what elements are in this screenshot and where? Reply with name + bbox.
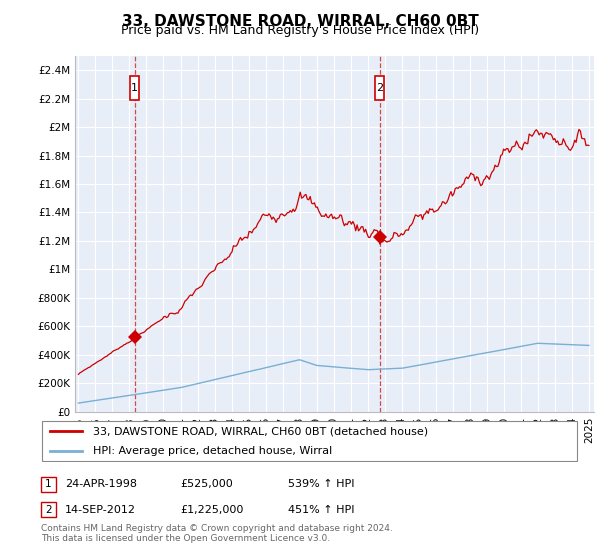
Text: 451% ↑ HPI: 451% ↑ HPI: [288, 505, 355, 515]
Text: 1: 1: [131, 83, 138, 93]
Bar: [130, 76, 139, 100]
FancyBboxPatch shape: [42, 421, 577, 461]
Text: 33, DAWSTONE ROAD, WIRRAL, CH60 0BT: 33, DAWSTONE ROAD, WIRRAL, CH60 0BT: [122, 14, 478, 29]
Text: £1,225,000: £1,225,000: [180, 505, 244, 515]
Text: 33, DAWSTONE ROAD, WIRRAL, CH60 0BT (detached house): 33, DAWSTONE ROAD, WIRRAL, CH60 0BT (det…: [94, 426, 428, 436]
Text: 2: 2: [45, 505, 52, 515]
Bar: [375, 76, 385, 100]
Text: £525,000: £525,000: [180, 479, 233, 489]
Text: 1: 1: [45, 479, 52, 489]
Text: 24-APR-1998: 24-APR-1998: [65, 479, 137, 489]
Text: 14-SEP-2012: 14-SEP-2012: [65, 505, 136, 515]
Text: 2: 2: [376, 83, 383, 93]
Text: HPI: Average price, detached house, Wirral: HPI: Average price, detached house, Wirr…: [94, 446, 332, 456]
Text: Contains HM Land Registry data © Crown copyright and database right 2024.
This d: Contains HM Land Registry data © Crown c…: [41, 524, 392, 543]
Text: 539% ↑ HPI: 539% ↑ HPI: [288, 479, 355, 489]
Text: Price paid vs. HM Land Registry's House Price Index (HPI): Price paid vs. HM Land Registry's House …: [121, 24, 479, 37]
